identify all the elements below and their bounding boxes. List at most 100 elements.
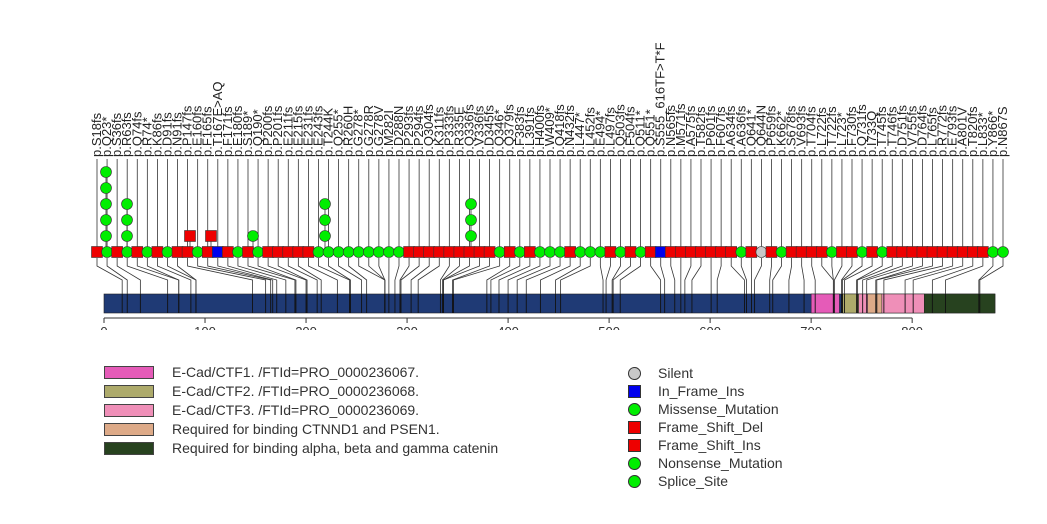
position-connector (453, 258, 501, 294)
mutation-label: p.Q255* (331, 109, 346, 157)
position-connector (740, 258, 747, 294)
position-connector (912, 258, 964, 294)
domain-swatch (104, 442, 154, 455)
missense-marker (584, 246, 597, 258)
silent-marker (755, 246, 768, 258)
position-connector (486, 258, 511, 294)
missense-marker (252, 246, 264, 258)
frame-shift-marker (805, 246, 818, 258)
mutation-label: p.Q23* (99, 117, 114, 157)
missense-marker (101, 246, 113, 258)
mutation-label: p.L765fs (925, 107, 940, 157)
frame-shift-marker (926, 246, 939, 258)
mutation-label: p.P147fs (180, 105, 195, 157)
mutation-label: p.Q304fs (421, 104, 436, 157)
frame-shift-marker (91, 246, 103, 258)
mutation-legend-label: Splice_Site (658, 473, 729, 489)
position-connector (754, 258, 762, 294)
missense-marker (100, 198, 112, 210)
position-connector (417, 258, 440, 294)
mutation-label: p.G278R (361, 105, 376, 157)
mutation-label: p.F383fs (512, 106, 527, 157)
mutation-label: p.E211fs (280, 106, 295, 157)
position-connector (650, 258, 662, 294)
frame-shift-marker (624, 246, 637, 258)
missense-marker (332, 246, 345, 258)
mutation-legend-label: Frame_Shift_Ins (658, 437, 761, 453)
protein-backbone (103, 293, 996, 314)
frame-shift-marker (946, 246, 959, 258)
missense-marker (735, 246, 748, 258)
mutation-label: p.P200fs (260, 105, 275, 157)
missense-marker (121, 198, 133, 210)
position-connector (979, 258, 1004, 294)
missense-marker-icon (628, 403, 641, 416)
position-connector (842, 258, 863, 294)
mutation-label: p.I733Q (864, 111, 879, 157)
missense-marker (100, 214, 112, 226)
missense-marker (161, 246, 174, 258)
position-connector (516, 258, 551, 294)
missense-marker (319, 198, 331, 210)
missense-marker (826, 246, 838, 258)
domain-region (924, 293, 996, 314)
frame-shift-marker (483, 246, 496, 258)
position-connector (831, 258, 834, 294)
mutation-label: p.L722fs (814, 107, 829, 157)
position-connector (197, 258, 267, 294)
frame-shift-marker (966, 246, 979, 258)
mutation-label: p.T745fs (874, 106, 889, 157)
mutation-label: p.P333fs (441, 105, 456, 157)
mutation-label: p.L497fs (602, 107, 617, 157)
frame-shift-marker (292, 246, 305, 258)
missense-marker (465, 230, 477, 242)
mutation-legend-label: Nonsense_Mutation (658, 455, 783, 471)
position-connector (599, 258, 604, 294)
mutation-label: p.G278* (351, 109, 366, 157)
frame-shift-marker (846, 246, 858, 258)
position-connector (338, 258, 363, 294)
frame-shift-ins-marker-icon (628, 439, 641, 452)
position-connector (833, 258, 843, 294)
mutation-label: p.D345fs (482, 104, 497, 157)
frame-shift-marker (524, 246, 536, 258)
mutation-label: p.F607fs (713, 106, 728, 157)
position-connector (525, 258, 561, 294)
nonsense-marker-icon (628, 457, 641, 470)
mutation-label: p.E793fs (945, 105, 960, 157)
frame-shift-marker (302, 246, 315, 258)
axis-tick-label: 0 (100, 324, 107, 330)
missense-marker (393, 246, 405, 258)
position-connector (844, 258, 873, 294)
missense-marker (544, 246, 556, 258)
mutation-label: p.R772fs (935, 104, 950, 157)
frame-shift-marker (151, 246, 164, 258)
position-connector (769, 258, 772, 294)
mutation-legend: Silent In_Frame_Ins Missense_Mutation Fr… (628, 365, 878, 497)
mutation-legend-label: In_Frame_Ins (658, 383, 745, 399)
position-connector (788, 258, 792, 294)
missense-marker (121, 214, 133, 226)
mutation-label: p.S189* (240, 111, 255, 157)
mutation-label: p.N432fs (562, 104, 577, 157)
splice-site-marker-icon (628, 475, 641, 488)
position-connector (257, 258, 297, 294)
lollipop-plot: p.S18fsp.Q23*p.S36fsp.R63fsp.Q74fsp.R74*… (89, 42, 1010, 330)
mutation-label: p.V693fs (794, 105, 809, 157)
position-connector (978, 258, 994, 294)
position-connector (660, 258, 666, 294)
missense-marker (856, 246, 868, 258)
mutation-label: p.P601fs (703, 105, 718, 157)
mutation-label: p.E243fs (310, 105, 325, 157)
frame-shift-marker (473, 246, 486, 258)
position-connector (856, 258, 883, 294)
position-connector (207, 258, 272, 294)
domain-legend-label: E-Cad/CTF1. /FTId=PRO_0000236067. (172, 364, 420, 380)
missense-marker (594, 246, 607, 258)
mutation-label: p.E160fs (190, 105, 205, 157)
marker-group (91, 166, 1009, 258)
position-connector (307, 258, 338, 294)
domain-legend: E-Cad/CTF1. /FTId=PRO_0000236067. E-Cad/… (104, 364, 604, 466)
frame-shift-marker (443, 246, 456, 258)
domain-swatch (104, 423, 154, 436)
